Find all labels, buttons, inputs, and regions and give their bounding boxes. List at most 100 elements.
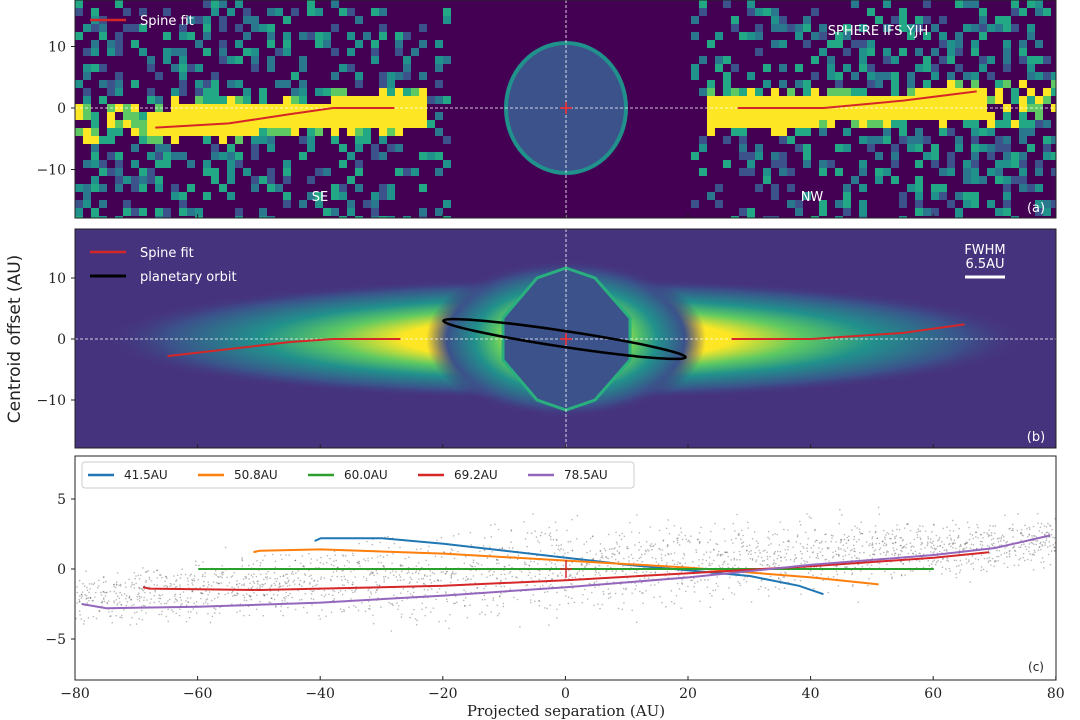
scatter-point [156, 577, 159, 579]
scatter-point [94, 596, 96, 598]
scatter-point [552, 538, 555, 541]
image-pixel [83, 200, 91, 208]
scatter-point [970, 563, 972, 565]
scatter-point [128, 596, 131, 599]
scatter-point [952, 546, 954, 549]
image-pixel [195, 96, 203, 104]
image-pixel [939, 192, 947, 200]
scatter-point [1045, 531, 1048, 534]
scatter-point [408, 582, 411, 585]
scatter-point [602, 593, 605, 595]
scatter-point [894, 541, 897, 544]
scatter-point [119, 584, 122, 587]
image-pixel [131, 80, 139, 88]
image-pixel [395, 128, 403, 136]
image-pixel [803, 160, 811, 168]
scatter-point [202, 561, 204, 563]
scatter-point [891, 576, 893, 578]
scatter-point [76, 602, 79, 604]
scatter-point [555, 539, 558, 541]
scatter-point [445, 598, 448, 601]
image-pixel [267, 32, 275, 40]
image-pixel [947, 168, 955, 176]
scatter-point [166, 586, 168, 589]
scatter-point [605, 569, 608, 572]
image-pixel [147, 64, 155, 72]
scatter-point [489, 554, 491, 556]
scatter-point [997, 555, 1000, 558]
scatter-point [901, 540, 904, 542]
scatter-point [993, 532, 996, 535]
scatter-point [720, 553, 722, 556]
image-pixel [163, 120, 171, 128]
scatter-point [774, 586, 777, 588]
scatter-point [325, 615, 327, 618]
image-pixel [307, 8, 315, 16]
scatter-point [581, 557, 584, 559]
image-pixel [83, 96, 91, 104]
image-pixel [115, 80, 123, 88]
scatter-point [332, 589, 334, 592]
image-pixel [291, 8, 299, 16]
scatter-point [440, 556, 443, 558]
scatter-point [497, 528, 500, 531]
scatter-point [444, 572, 447, 575]
scatter-point [871, 542, 874, 544]
image-pixel [923, 64, 931, 72]
scatter-point [653, 596, 655, 599]
scatter-point [943, 549, 946, 552]
image-pixel [283, 112, 291, 120]
image-pixel [1019, 112, 1027, 120]
scatter-point [820, 573, 822, 576]
scatter-point [530, 560, 532, 563]
scatter-point [198, 564, 200, 567]
scatter-point [551, 578, 553, 580]
image-pixel [899, 216, 907, 218]
image-pixel [235, 208, 243, 216]
scatter-point [856, 527, 858, 529]
scatter-point [583, 566, 586, 568]
image-pixel [803, 40, 811, 48]
scatter-point [681, 582, 683, 584]
scatter-point [673, 524, 676, 527]
image-pixel [811, 72, 819, 80]
image-pixel [883, 0, 891, 8]
image-pixel [419, 152, 427, 160]
scatter-point [354, 589, 357, 592]
scatter-point [526, 532, 529, 534]
scatter-point [977, 558, 980, 561]
image-pixel [995, 24, 1003, 32]
scatter-point [909, 529, 912, 532]
scatter-point [980, 533, 982, 536]
scatter-point [372, 572, 374, 575]
scatter-point [378, 584, 381, 587]
scatter-point [918, 560, 921, 562]
image-pixel [107, 136, 115, 144]
scatter-point [550, 583, 552, 586]
scatter-point [304, 574, 307, 576]
image-pixel [275, 120, 283, 128]
scatter-point [208, 591, 211, 593]
scatter-point [185, 620, 188, 623]
scatter-point [149, 602, 151, 604]
scatter-point [650, 571, 652, 574]
scatter-point [133, 603, 135, 606]
scatter-point [466, 616, 469, 619]
scatter-point [178, 614, 181, 617]
scatter-point [950, 545, 952, 548]
image-pixel [259, 208, 267, 216]
scatter-point [320, 556, 322, 559]
scatter-point [604, 549, 607, 552]
image-pixel [251, 152, 259, 160]
scatter-point [106, 602, 109, 605]
image-pixel [411, 96, 419, 104]
scatter-point [778, 544, 781, 546]
image-pixel [931, 152, 939, 160]
scatter-point [1049, 563, 1052, 566]
image-pixel [955, 88, 963, 96]
image-pixel [819, 120, 827, 128]
image-pixel [875, 112, 883, 120]
scatter-point [573, 601, 576, 604]
scatter-point [1041, 557, 1044, 559]
image-pixel [155, 120, 163, 128]
